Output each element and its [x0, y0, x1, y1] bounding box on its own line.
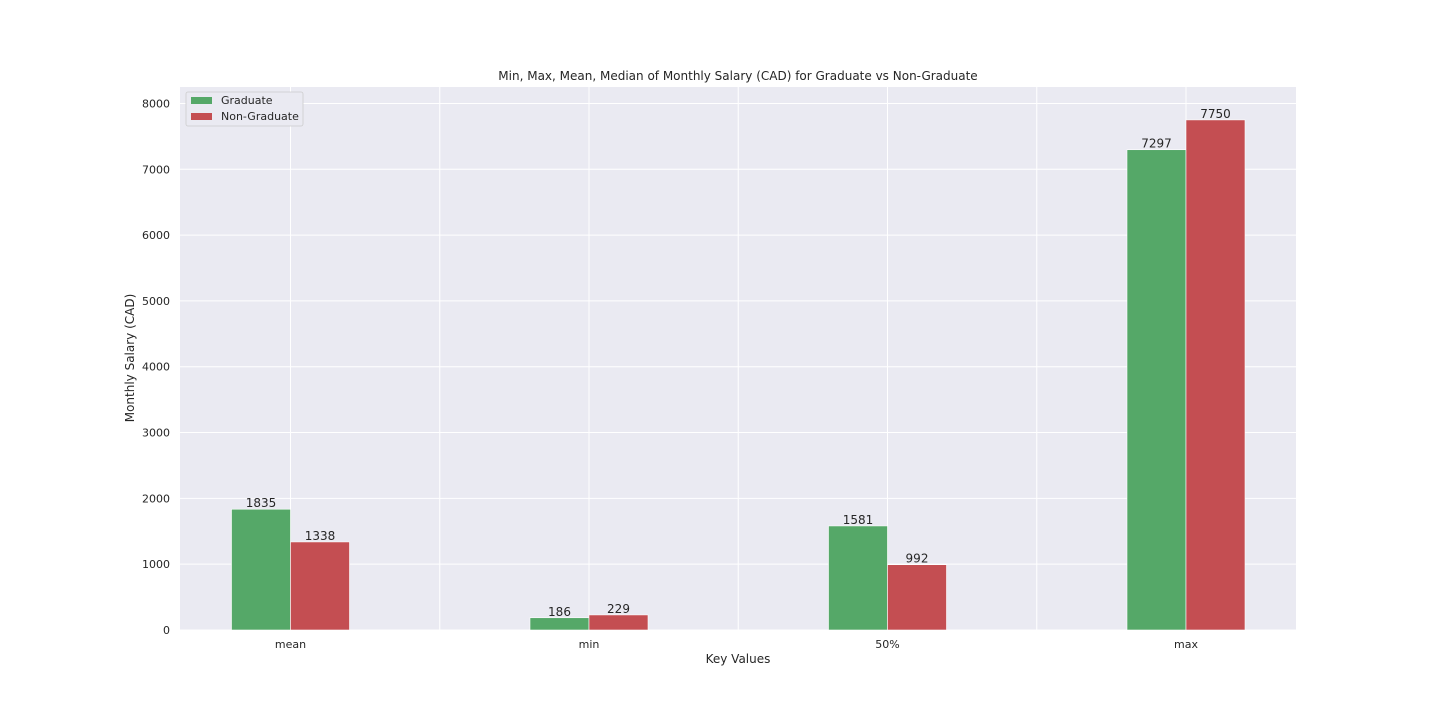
y-tick-label: 2000: [142, 492, 170, 505]
bar-label-graduate-50pct: 1581: [843, 513, 874, 527]
y-tick-label: 1000: [142, 558, 170, 571]
bar-label-graduate-min: 186: [548, 605, 571, 619]
legend-swatch-graduate: [191, 97, 212, 104]
x-tick-label-max: max: [1174, 638, 1198, 651]
y-tick-label: 6000: [142, 229, 170, 242]
bar-value-labels: 1835 186 1581 7297 1338 229 992 7750: [246, 107, 1231, 619]
bar-label-non-graduate-mean: 1338: [305, 529, 336, 543]
y-tick-label: 4000: [142, 361, 170, 374]
grid-lines: [180, 87, 1296, 631]
legend-box: [185, 91, 304, 127]
y-axis-label: Monthly Salary (CAD): [123, 294, 137, 423]
x-tick-label-min: min: [579, 638, 600, 651]
bar-non-graduate-50pct: [887, 564, 947, 631]
legend-label-non-graduate: Non-Graduate: [221, 110, 299, 123]
legend-swatch-non-graduate: [191, 113, 212, 120]
legend-label-graduate: Graduate: [221, 94, 273, 107]
bar-label-non-graduate-min: 229: [607, 602, 630, 616]
bars: [231, 119, 1246, 631]
bar-non-graduate-min: [588, 614, 649, 631]
tick-labels: 0 1000 2000 3000 4000 5000 6000 7000 8000 mean min…: [142, 97, 1198, 651]
x-tick-label-50pct: 50%: [875, 638, 899, 651]
y-tick-label: 5000: [142, 295, 170, 308]
legend: Graduate Non-Graduate: [185, 91, 304, 127]
bar-non-graduate-mean: [290, 541, 350, 631]
x-tick-label-mean: mean: [275, 638, 306, 651]
y-tick-label: 7000: [142, 163, 170, 176]
chart-title: Min, Max, Mean, Median of Monthly Salary…: [498, 69, 977, 83]
y-tick-label: 0: [163, 624, 170, 637]
bar-graduate-max: [1126, 149, 1187, 631]
bar-non-graduate-max: [1185, 119, 1246, 631]
bar-label-graduate-max: 7297: [1141, 137, 1172, 151]
bar-graduate-mean: [231, 508, 291, 631]
y-tick-label: 3000: [142, 427, 170, 440]
y-tick-label: 8000: [142, 97, 170, 110]
bar-label-non-graduate-50pct: 992: [906, 552, 929, 566]
x-axis-label: Key Values: [706, 652, 771, 666]
bar-graduate-50pct: [828, 525, 888, 631]
bar-label-non-graduate-max: 7750: [1200, 107, 1231, 121]
bar-graduate-min: [529, 617, 590, 631]
bar-label-graduate-mean: 1835: [246, 496, 277, 510]
